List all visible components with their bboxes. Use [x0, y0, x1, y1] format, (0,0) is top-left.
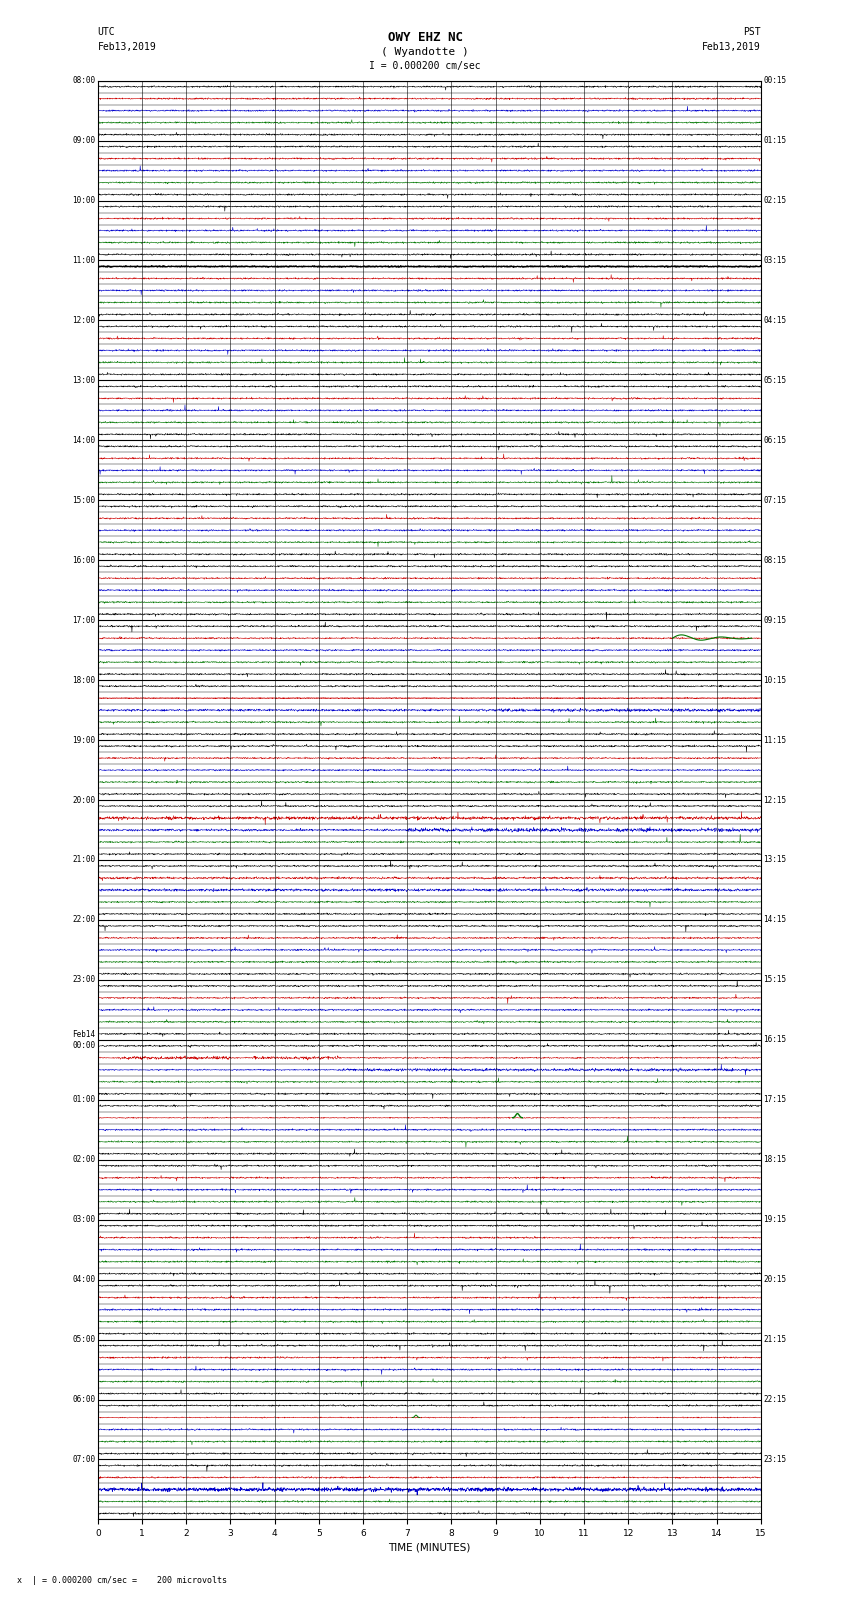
- Text: 02:15: 02:15: [763, 197, 786, 205]
- Text: 00:15: 00:15: [763, 76, 786, 85]
- Text: 20:00: 20:00: [72, 795, 95, 805]
- Text: 13:15: 13:15: [763, 855, 786, 865]
- Text: 08:15: 08:15: [763, 556, 786, 565]
- Text: 17:00: 17:00: [72, 616, 95, 624]
- Text: I = 0.000200 cm/sec: I = 0.000200 cm/sec: [369, 61, 481, 71]
- Text: 12:00: 12:00: [72, 316, 95, 324]
- Text: 11:00: 11:00: [72, 256, 95, 265]
- Text: 18:15: 18:15: [763, 1155, 786, 1165]
- Text: 19:00: 19:00: [72, 736, 95, 745]
- Text: 08:00: 08:00: [72, 76, 95, 85]
- Text: 15:15: 15:15: [763, 976, 786, 984]
- Text: OWY EHZ NC: OWY EHZ NC: [388, 31, 462, 44]
- Text: 06:00: 06:00: [72, 1395, 95, 1403]
- Text: 14:00: 14:00: [72, 436, 95, 445]
- Text: 16:15: 16:15: [763, 1036, 786, 1044]
- Text: 03:00: 03:00: [72, 1215, 95, 1224]
- Text: 05:00: 05:00: [72, 1336, 95, 1344]
- Text: 23:15: 23:15: [763, 1455, 786, 1465]
- X-axis label: TIME (MINUTES): TIME (MINUTES): [388, 1542, 470, 1552]
- Text: 16:00: 16:00: [72, 556, 95, 565]
- Text: 09:00: 09:00: [72, 135, 95, 145]
- Text: 01:00: 01:00: [72, 1095, 95, 1105]
- Text: 07:15: 07:15: [763, 495, 786, 505]
- Text: 17:15: 17:15: [763, 1095, 786, 1105]
- Text: 09:15: 09:15: [763, 616, 786, 624]
- Text: 07:00: 07:00: [72, 1455, 95, 1465]
- Text: 10:00: 10:00: [72, 197, 95, 205]
- Text: 05:15: 05:15: [763, 376, 786, 386]
- Text: ( Wyandotte ): ( Wyandotte ): [381, 47, 469, 56]
- Text: 12:15: 12:15: [763, 795, 786, 805]
- Text: 14:15: 14:15: [763, 916, 786, 924]
- Text: 21:00: 21:00: [72, 855, 95, 865]
- Text: 11:15: 11:15: [763, 736, 786, 745]
- Text: 01:15: 01:15: [763, 135, 786, 145]
- Text: 22:00: 22:00: [72, 916, 95, 924]
- Text: Feb13,2019: Feb13,2019: [98, 42, 156, 52]
- Text: UTC: UTC: [98, 27, 116, 37]
- Text: 22:15: 22:15: [763, 1395, 786, 1403]
- Text: 10:15: 10:15: [763, 676, 786, 684]
- Text: 20:15: 20:15: [763, 1276, 786, 1284]
- Text: Feb14
00:00: Feb14 00:00: [72, 1031, 95, 1050]
- Text: x  | = 0.000200 cm/sec =    200 microvolts: x | = 0.000200 cm/sec = 200 microvolts: [17, 1576, 227, 1586]
- Text: 23:00: 23:00: [72, 976, 95, 984]
- Text: 04:15: 04:15: [763, 316, 786, 324]
- Text: 03:15: 03:15: [763, 256, 786, 265]
- Text: 19:15: 19:15: [763, 1215, 786, 1224]
- Text: 18:00: 18:00: [72, 676, 95, 684]
- Text: PST: PST: [743, 27, 761, 37]
- Text: 21:15: 21:15: [763, 1336, 786, 1344]
- Text: Feb13,2019: Feb13,2019: [702, 42, 761, 52]
- Text: 02:00: 02:00: [72, 1155, 95, 1165]
- Text: 13:00: 13:00: [72, 376, 95, 386]
- Text: 04:00: 04:00: [72, 1276, 95, 1284]
- Text: 15:00: 15:00: [72, 495, 95, 505]
- Text: 06:15: 06:15: [763, 436, 786, 445]
